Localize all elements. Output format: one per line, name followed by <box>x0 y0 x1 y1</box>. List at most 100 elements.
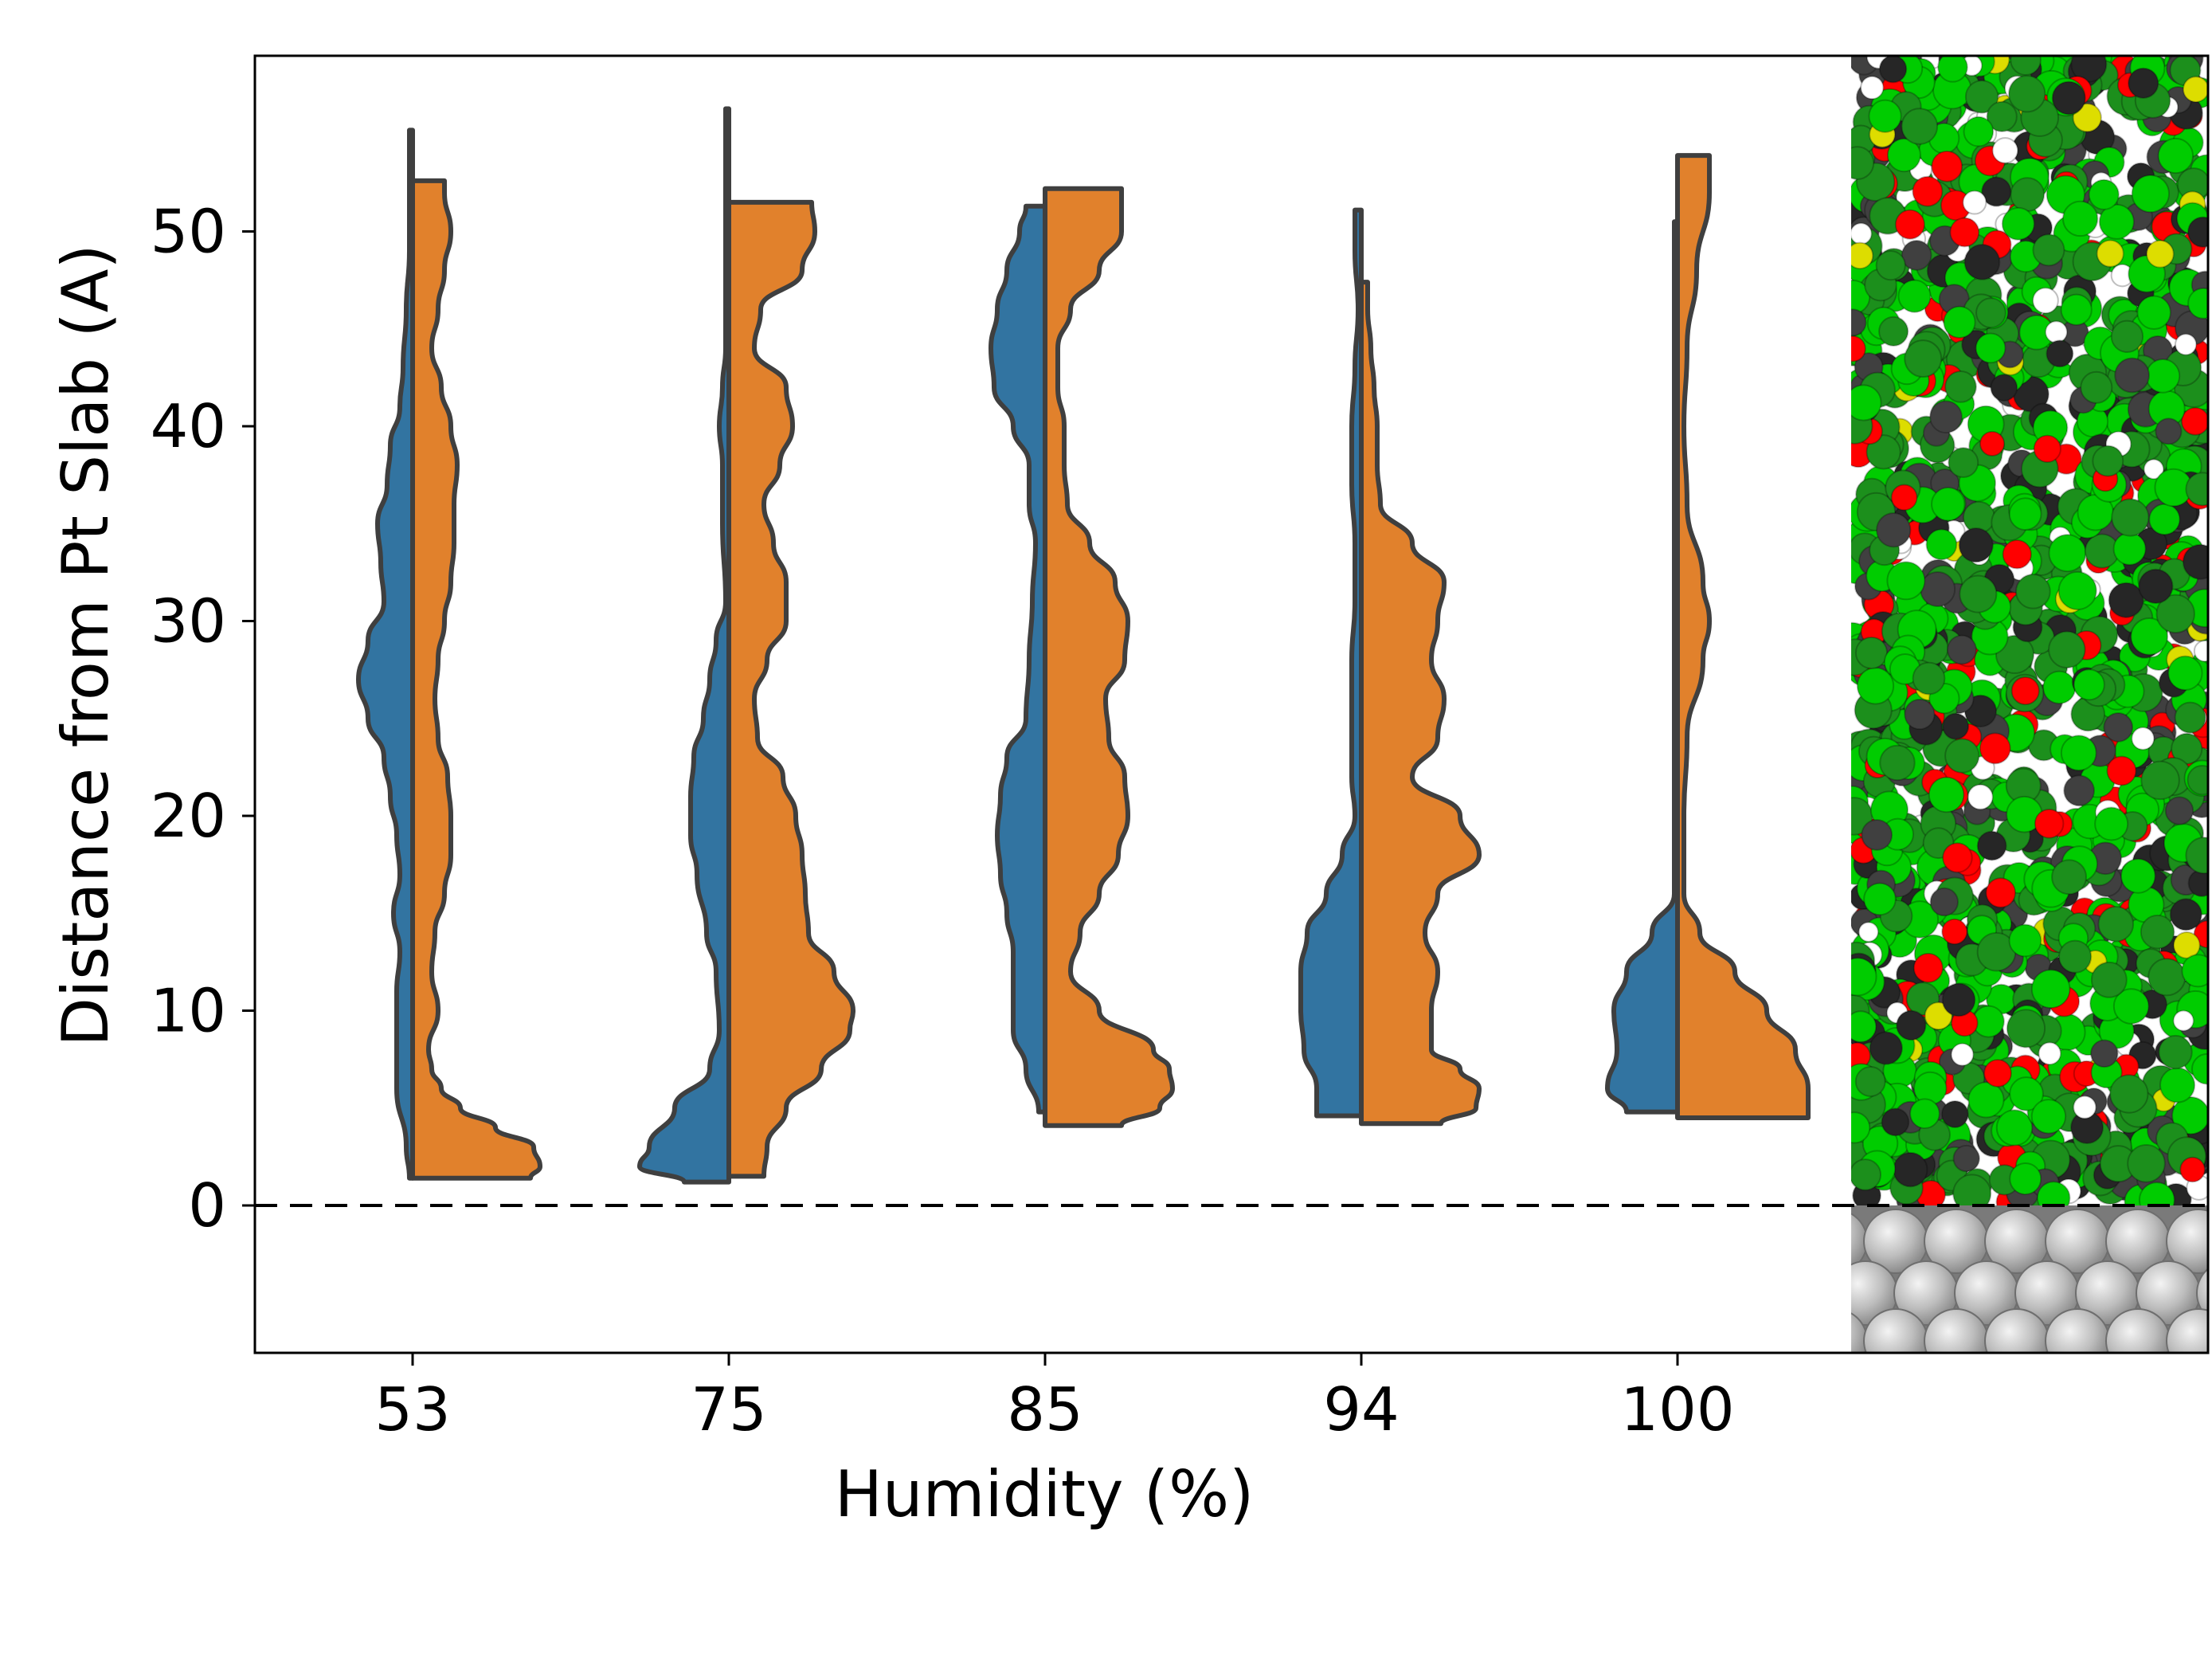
atom <box>2008 923 2042 958</box>
atom <box>1963 244 2001 280</box>
pt-atom <box>2045 1308 2110 1353</box>
violin-left-53 <box>356 127 415 1181</box>
violin-right-94 <box>1359 280 1482 1127</box>
atom <box>1995 1109 2034 1146</box>
atom <box>2108 582 2144 618</box>
atom <box>1958 527 1994 563</box>
pt-atom <box>1924 1308 1989 1353</box>
violin-right-53 <box>410 178 542 1181</box>
atom <box>2033 434 2061 463</box>
atom <box>2092 445 2124 477</box>
atom <box>2112 531 2147 566</box>
atom <box>1990 374 2018 402</box>
atom <box>2030 969 2071 1009</box>
atom <box>2032 287 2059 315</box>
atom <box>2061 200 2099 237</box>
atom <box>1929 400 1963 434</box>
atom <box>2103 712 2134 743</box>
atom <box>2187 764 2208 796</box>
atom <box>1868 99 1902 133</box>
violin-left-100 <box>1605 219 1680 1115</box>
atom <box>2096 239 2124 268</box>
atom <box>1851 335 1866 363</box>
atom <box>1931 487 1966 522</box>
atom <box>1929 887 1959 917</box>
atom <box>1975 297 2006 329</box>
atom <box>2109 1074 2149 1114</box>
atom <box>2185 472 2208 507</box>
atom <box>1931 150 1963 182</box>
atom <box>1851 1111 1871 1144</box>
violin-series <box>356 106 1811 1185</box>
atom <box>2098 203 2135 240</box>
y-tick-label: 20 <box>151 781 226 851</box>
atom <box>1942 842 1973 873</box>
atom <box>2181 954 2208 988</box>
atom <box>2187 287 2208 319</box>
violin-right-75 <box>726 199 855 1179</box>
atom <box>1851 957 1877 997</box>
atom <box>2143 458 2165 480</box>
atom <box>2058 939 2093 974</box>
atom <box>2097 906 2135 943</box>
atom <box>1991 137 2019 164</box>
atom <box>1941 982 1976 1017</box>
molecule-atoms <box>1851 56 2208 1220</box>
atom <box>2185 837 2208 875</box>
x-axis: 53 75 85 94 100 <box>374 1353 1735 1444</box>
pt-atom <box>2166 1308 2208 1353</box>
atom <box>2131 174 2171 214</box>
atom <box>2038 1041 2062 1066</box>
atom <box>2164 796 2194 825</box>
atom <box>2175 333 2198 356</box>
atom <box>2169 898 2202 931</box>
pt-atom <box>1863 1308 1928 1353</box>
atom <box>2112 988 2150 1025</box>
atom <box>1881 1107 1910 1137</box>
atom <box>2128 67 2159 99</box>
pt-atom <box>1984 1308 2050 1353</box>
atom <box>1983 1059 2012 1088</box>
atom <box>1928 776 1965 813</box>
atom <box>2172 931 2201 959</box>
atom <box>1851 308 1867 337</box>
atom <box>2110 319 2144 353</box>
atom <box>1851 222 1873 245</box>
y-tick-label: 30 <box>151 586 226 657</box>
y-axis-title: Distance from Pt Slab (A) <box>49 244 123 1046</box>
atom <box>2120 858 2156 894</box>
atom <box>1860 75 1885 100</box>
atom <box>2046 339 2074 368</box>
violin-left-75 <box>637 106 731 1185</box>
atom <box>1904 698 1936 731</box>
atom <box>2073 668 2105 701</box>
atom <box>2070 56 2108 83</box>
y-tick-label: 10 <box>151 976 226 1046</box>
atom <box>1890 484 1918 512</box>
atom <box>2010 676 2040 706</box>
atom <box>1924 1001 1953 1030</box>
atom <box>2060 735 2097 771</box>
atom <box>1912 175 1944 207</box>
atom <box>1925 528 1958 561</box>
x-tick-label: 53 <box>374 1374 450 1444</box>
molecular-snapshot-image <box>1851 56 2208 1353</box>
atom <box>2009 1076 2044 1111</box>
atom <box>2172 1009 2194 1032</box>
atom <box>2180 406 2208 436</box>
atom <box>2090 1039 2119 1068</box>
atom <box>1986 100 2018 133</box>
violin-left-85 <box>989 203 1047 1115</box>
pt-atom <box>1851 1312 1868 1353</box>
atom <box>2114 357 2151 394</box>
atom <box>2088 178 2120 210</box>
atom <box>2148 503 2181 535</box>
atom <box>1944 370 1977 403</box>
atom <box>1940 1099 1969 1128</box>
atom <box>1975 332 2006 364</box>
atom <box>2042 670 2077 704</box>
atom <box>1851 146 1875 180</box>
atom <box>2187 216 2208 248</box>
y-axis: 0 10 20 30 40 50 <box>151 197 255 1241</box>
